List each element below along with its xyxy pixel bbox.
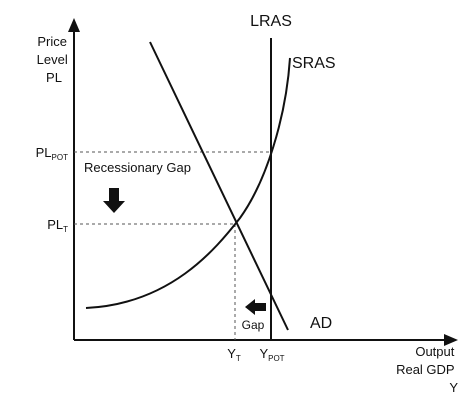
y-axis-label: Price Level PL xyxy=(37,34,72,85)
pl-t-tick-label: PLT xyxy=(47,217,68,234)
sras-label: SRAS xyxy=(292,55,336,72)
y-pot-tick-label: YPOT xyxy=(259,346,284,363)
y-pot-tick-base: Y xyxy=(259,346,268,361)
left-arrow-icon xyxy=(245,299,266,315)
y-t-tick-base: Y xyxy=(227,346,236,361)
x-axis-label-line-2: Real GDP xyxy=(396,362,454,377)
y-axis-label-line-3: PL xyxy=(46,70,62,85)
pl-pot-tick-sub: POT xyxy=(52,153,69,162)
pl-t-tick-base: PL xyxy=(47,217,63,232)
y-axis-arrowhead xyxy=(68,18,80,32)
y-t-tick-label: YT xyxy=(227,346,241,363)
x-axis-arrowhead xyxy=(444,334,458,346)
y-axis-label-line-2: Level xyxy=(37,52,68,67)
ad-curve xyxy=(149,41,289,331)
y-t-tick-sub: T xyxy=(236,354,241,363)
pl-pot-tick-label: PLPOT xyxy=(36,145,68,162)
x-axis-label-line-1: Output xyxy=(415,344,454,359)
ad-label: AD xyxy=(310,315,332,332)
y-pot-tick-sub: POT xyxy=(268,354,285,363)
recessionary-gap-label: Recessionary Gap xyxy=(84,160,191,175)
pl-pot-tick-base: PL xyxy=(36,145,52,160)
gap-label: Gap xyxy=(242,318,265,332)
x-axis-label-line-3: Y xyxy=(449,380,458,395)
lras-label: LRAS xyxy=(250,13,292,30)
y-axis-label-line-1: Price xyxy=(37,34,67,49)
x-axis-label: Output Real GDP Y xyxy=(396,344,458,395)
pl-t-tick-sub: T xyxy=(63,225,68,234)
sras-curve xyxy=(85,57,291,309)
down-arrow-icon xyxy=(103,188,125,213)
